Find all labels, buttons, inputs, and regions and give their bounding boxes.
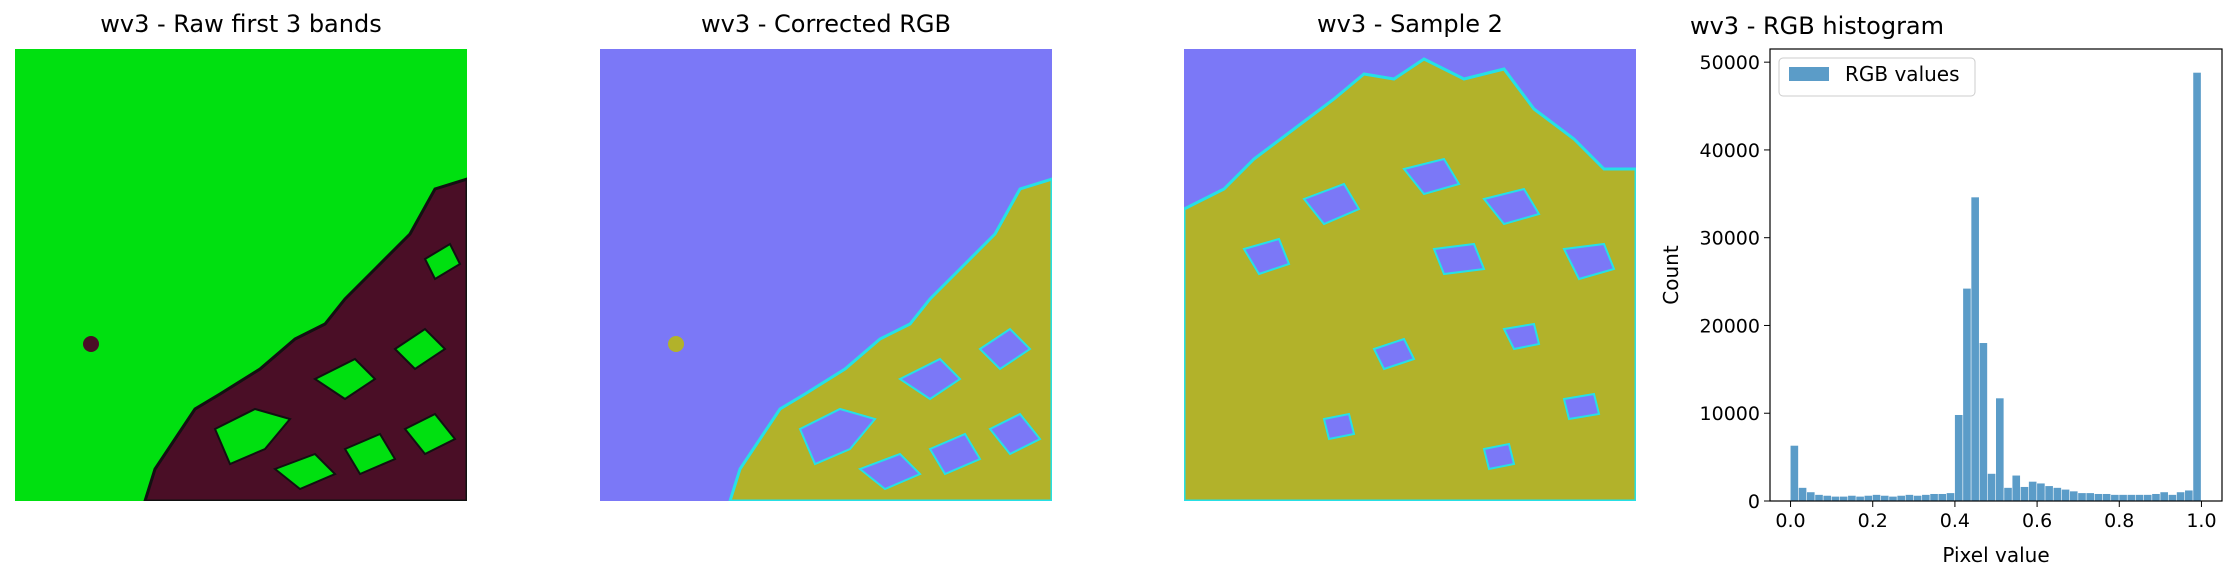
image-corrected-rgb [600, 49, 1052, 501]
histogram-bar [1790, 445, 1799, 501]
panel-title-raw: wv3 - Raw first 3 bands [100, 10, 382, 38]
histogram-bar [2119, 494, 2127, 501]
histogram-bar [2185, 490, 2193, 501]
histogram-bar [2061, 489, 2070, 501]
x-axis-ticks: 0.0 0.2 0.4 0.6 0.8 1.0 [1775, 501, 2217, 532]
chart-title: wv3 - RGB histogram [1690, 12, 1944, 40]
y-axis-label: Count [1659, 245, 1683, 305]
histogram-bar [1823, 495, 1832, 501]
histogram-bar [2069, 491, 2078, 501]
histogram-bar [1815, 494, 1823, 501]
plot-frame [1769, 48, 2223, 502]
histogram-bar [2111, 494, 2119, 501]
histogram-bar [2143, 494, 2152, 501]
histogram-bar [1987, 473, 1996, 501]
histogram-bar [1954, 414, 1963, 501]
histogram-bar [1839, 496, 1848, 501]
image-sample-2 [1184, 49, 1636, 501]
raw-green-patches [213, 242, 462, 491]
raw-small-spot [83, 336, 99, 352]
y-axis-ticks: 0 10000 20000 30000 40000 50000 [1700, 52, 1770, 513]
histogram-bar [2102, 493, 2111, 501]
histogram-bar [2045, 486, 2053, 501]
y-tick-label: 10000 [1700, 403, 1760, 425]
histogram-bar [1889, 496, 1897, 501]
y-tick-label: 30000 [1700, 228, 1760, 250]
sample-blue-patches [1242, 157, 1616, 471]
histogram-bar [1872, 494, 1881, 501]
histogram-bar [2152, 493, 2160, 501]
legend-swatch [1789, 67, 1829, 81]
histogram-bar [2037, 483, 2045, 501]
corrected-yellow-region [728, 177, 1052, 501]
histogram-bar [1963, 288, 1971, 501]
histogram-bar [2012, 475, 2021, 501]
panel-title-corrected: wv3 - Corrected RGB [701, 10, 951, 38]
panel-title-sample: wv3 - Sample 2 [1317, 10, 1503, 38]
histogram-bar [1922, 494, 1930, 501]
x-tick-label: 0.0 [1775, 510, 1805, 532]
sample-yellow-region [1184, 57, 1636, 501]
corrected-blue-patches [798, 327, 1042, 491]
histogram-bar [1880, 495, 1889, 501]
histogram-bar [1897, 495, 1905, 501]
histogram-bar [2020, 486, 2029, 501]
x-axis-label: Pixel value [1942, 543, 2049, 567]
histogram-bar [1848, 495, 1856, 501]
legend: RGB values [1778, 57, 1976, 97]
histogram-bars [1790, 72, 2201, 502]
x-tick-label: 1.0 [2186, 510, 2216, 532]
histogram-bar [2193, 72, 2201, 502]
y-tick-label: 0 [1748, 491, 1760, 513]
histogram-bar [2078, 493, 2086, 501]
histogram-bar [1905, 494, 1914, 501]
histogram-bar [2135, 494, 2144, 501]
histogram-bar [1971, 197, 1979, 501]
y-tick-label: 20000 [1700, 315, 1760, 337]
x-tick-label: 0.4 [1940, 510, 1970, 532]
histogram-bar [2160, 492, 2168, 501]
histogram-bar [1946, 493, 1955, 501]
histogram-bar [1979, 343, 1988, 501]
raw-dark-region [143, 177, 467, 501]
histogram-bar [2053, 487, 2062, 501]
y-tick-label: 40000 [1700, 140, 1760, 162]
image-raw-bands [15, 49, 467, 501]
histogram-bar [1864, 495, 1873, 501]
histogram-bar [2176, 492, 2185, 501]
histogram-bar [1930, 493, 1938, 501]
histogram-bar [1913, 495, 1922, 501]
y-tick-label: 50000 [1700, 52, 1760, 74]
legend-label: RGB values [1845, 62, 1960, 86]
histogram-bar [2094, 493, 2103, 501]
histogram-bar [2004, 487, 2012, 501]
histogram-bar [2028, 481, 2037, 501]
histogram-bar [1938, 493, 1947, 501]
x-tick-label: 0.8 [2104, 510, 2134, 532]
histogram-bar [1996, 398, 2004, 501]
histogram-bar [2086, 493, 2095, 501]
histogram-bar [2168, 494, 2177, 501]
histogram-bar [2127, 494, 2136, 501]
histogram-bar [1806, 492, 1815, 501]
x-tick-label: 0.2 [1858, 510, 1888, 532]
corrected-small-spot [668, 336, 684, 352]
x-tick-label: 0.6 [2022, 510, 2052, 532]
histogram-bar [1798, 487, 1807, 501]
histogram-bar [1831, 496, 1840, 501]
histogram-bar [1856, 496, 1864, 501]
